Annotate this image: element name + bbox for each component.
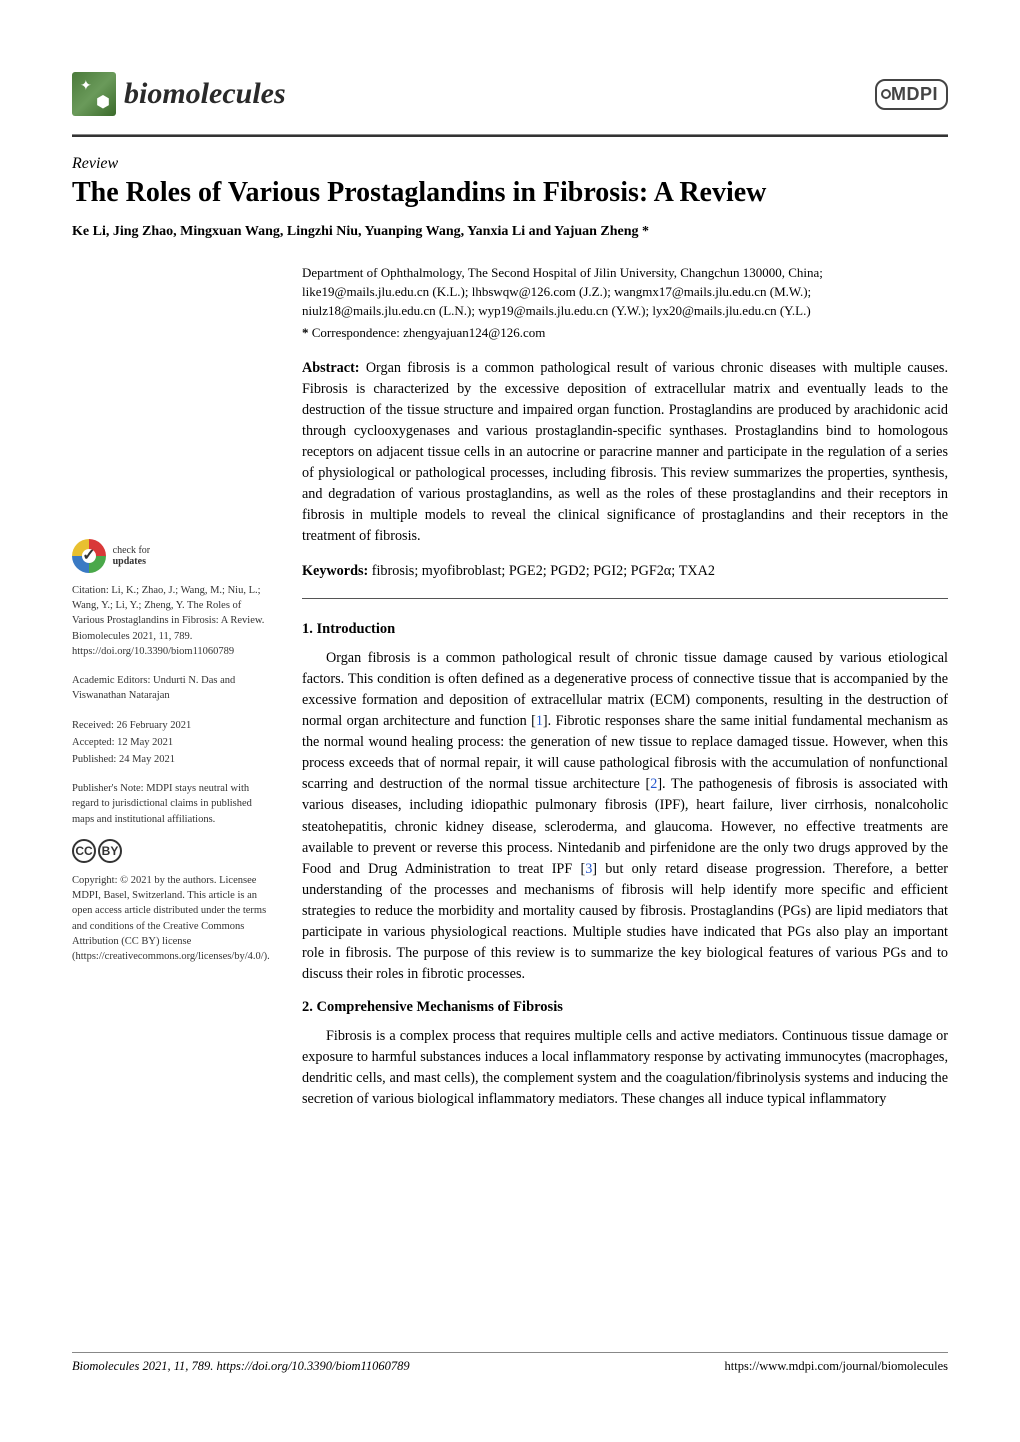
keywords-text: fibrosis; myofibroblast; PGE2; PGD2; PGI… bbox=[372, 563, 715, 579]
date-received: Received: 26 February 2021 bbox=[72, 718, 274, 733]
affiliation-text: Department of Ophthalmology, The Second … bbox=[302, 264, 948, 321]
footer-left: Biomolecules 2021, 11, 789. https://doi.… bbox=[72, 1359, 410, 1374]
keywords-label: Keywords: bbox=[302, 563, 368, 579]
section-2-heading: 2. Comprehensive Mechanisms of Fibrosis bbox=[302, 997, 948, 1018]
copyright-text: Copyright: © 2021 by the authors. Licens… bbox=[72, 873, 274, 964]
cc-icon: CC bbox=[72, 839, 96, 863]
check-updates-badge[interactable]: check for updates bbox=[72, 539, 274, 573]
header-rule bbox=[72, 134, 948, 137]
section-2-body: Fibrosis is a complex process that requi… bbox=[302, 1026, 948, 1110]
journal-name: biomolecules bbox=[124, 77, 286, 111]
correspondence-text: * Correspondence: zhengyajuan124@126.com bbox=[302, 323, 948, 342]
article-type: Review bbox=[72, 155, 948, 173]
abstract-text: Organ fibrosis is a common pathological … bbox=[302, 360, 948, 544]
publishers-note: Publisher's Note: MDPI stays neutral wit… bbox=[72, 781, 274, 827]
section-1-heading: 1. Introduction bbox=[302, 619, 948, 640]
section-1-body: Organ fibrosis is a common pathological … bbox=[302, 648, 948, 984]
footer-right: https://www.mdpi.com/journal/biomolecule… bbox=[725, 1359, 948, 1374]
page-footer: Biomolecules 2021, 11, 789. https://doi.… bbox=[72, 1352, 948, 1374]
publisher-logo: MDPI bbox=[875, 79, 948, 110]
author-list: Ke Li, Jing Zhao, Mingxuan Wang, Lingzhi… bbox=[72, 224, 948, 240]
article-title: The Roles of Various Prostaglandins in F… bbox=[72, 175, 948, 210]
journal-logo-block: biomolecules bbox=[72, 72, 286, 116]
sidebar-column: check for updates Citation: Li, K.; Zhao… bbox=[72, 264, 274, 1122]
by-icon: BY bbox=[98, 839, 122, 863]
cc-license-badge: CCBY bbox=[72, 839, 274, 863]
section-rule bbox=[302, 598, 948, 599]
check-updates-icon bbox=[72, 539, 106, 573]
journal-logo-icon bbox=[72, 72, 116, 116]
abstract-block: Abstract: Organ fibrosis is a common pat… bbox=[302, 358, 948, 547]
academic-editors: Academic Editors: Undurti N. Das and Vis… bbox=[72, 673, 274, 703]
date-accepted: Accepted: 12 May 2021 bbox=[72, 735, 274, 750]
check-updates-text: check for updates bbox=[113, 545, 150, 567]
page-header: biomolecules MDPI bbox=[72, 72, 948, 116]
abstract-label: Abstract: bbox=[302, 360, 360, 376]
date-published: Published: 24 May 2021 bbox=[72, 752, 274, 767]
keywords-block: Keywords: fibrosis; myofibroblast; PGE2;… bbox=[302, 561, 948, 582]
citation-text: Citation: Li, K.; Zhao, J.; Wang, M.; Ni… bbox=[72, 583, 274, 659]
main-column: Department of Ophthalmology, The Second … bbox=[302, 264, 948, 1122]
affiliation-block: Department of Ophthalmology, The Second … bbox=[302, 264, 948, 342]
